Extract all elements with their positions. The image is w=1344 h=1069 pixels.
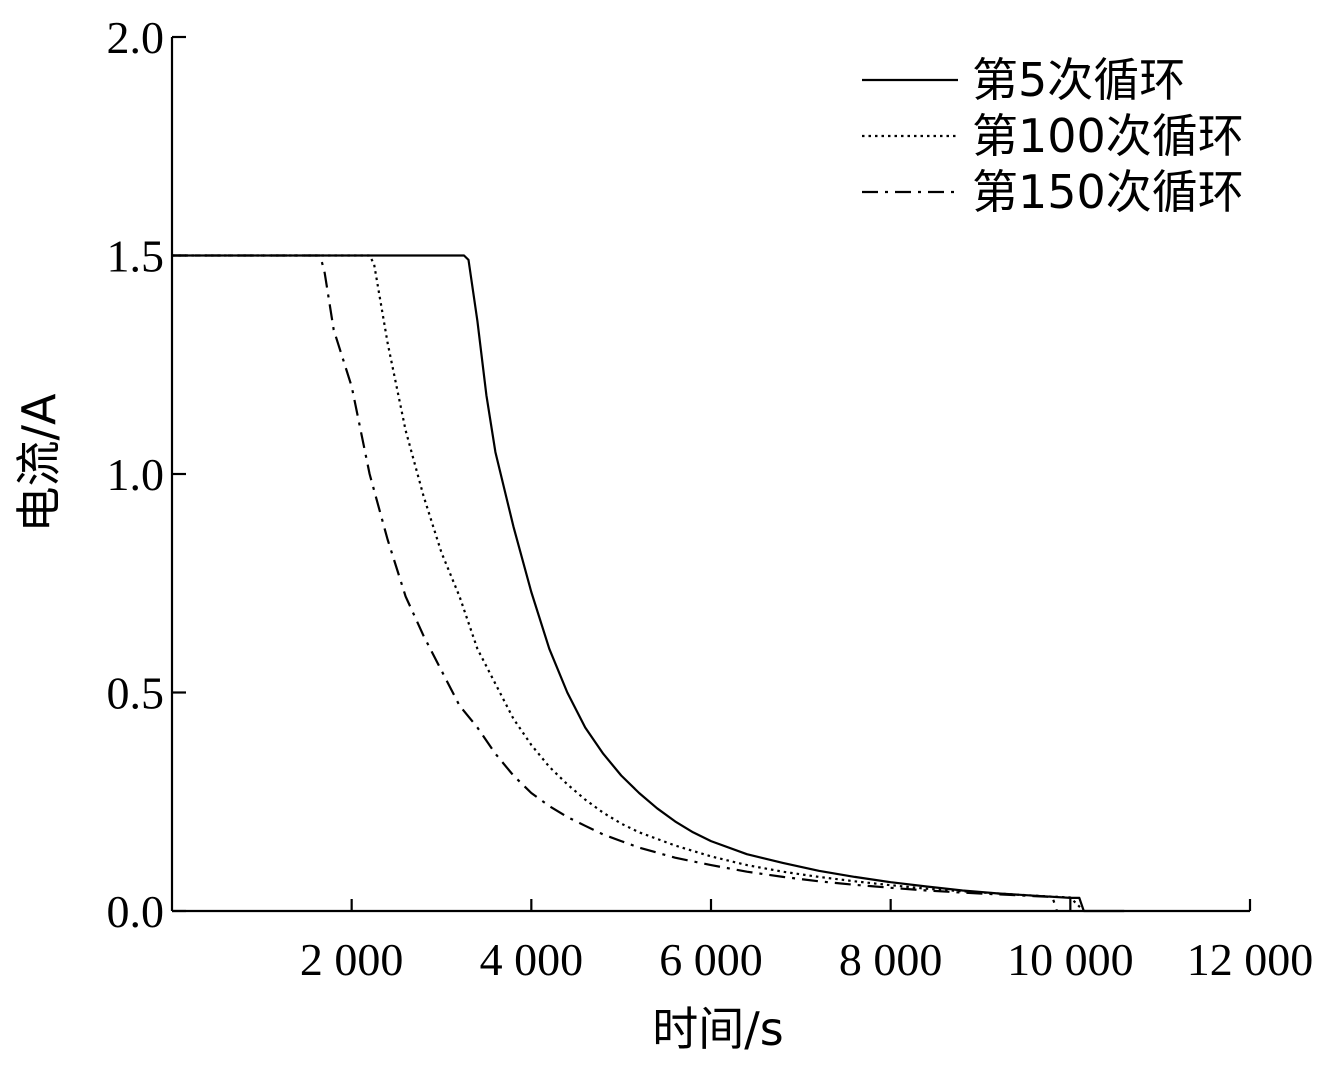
- axes: 0.0 0.5 1.0 1.5 2.0 2 000 4 000 6 000 8 000 10 00…: [107, 12, 1314, 985]
- y-tick-label: 0.0: [107, 886, 165, 937]
- x-tick-label: 12 000: [1187, 934, 1314, 985]
- y-tick-label: 1.5: [107, 231, 165, 282]
- x-tick-label: 2 000: [300, 934, 404, 985]
- series-line-2: [172, 254, 1085, 912]
- x-tick-label: 6 000: [659, 934, 763, 985]
- series-line-3: [172, 254, 1058, 912]
- series-line-1: [172, 254, 1125, 913]
- legend-label-3: 第150次循环: [972, 165, 1244, 219]
- x-tick-label: 10 000: [1007, 934, 1134, 985]
- plot-area: [172, 254, 1125, 913]
- legend-label-2: 第100次循环: [972, 109, 1244, 163]
- x-tick-label: 8 000: [839, 934, 943, 985]
- y-tick-label: 1.0: [107, 449, 165, 500]
- y-tick-label: 0.5: [107, 668, 165, 719]
- y-axis-title: 电流/A: [12, 393, 66, 532]
- legend-label-1: 第5次循环: [972, 53, 1185, 107]
- x-tick-label: 4 000: [480, 934, 584, 985]
- x-axis-title: 时间/s: [652, 1002, 783, 1056]
- y-tick-label: 2.0: [107, 12, 165, 63]
